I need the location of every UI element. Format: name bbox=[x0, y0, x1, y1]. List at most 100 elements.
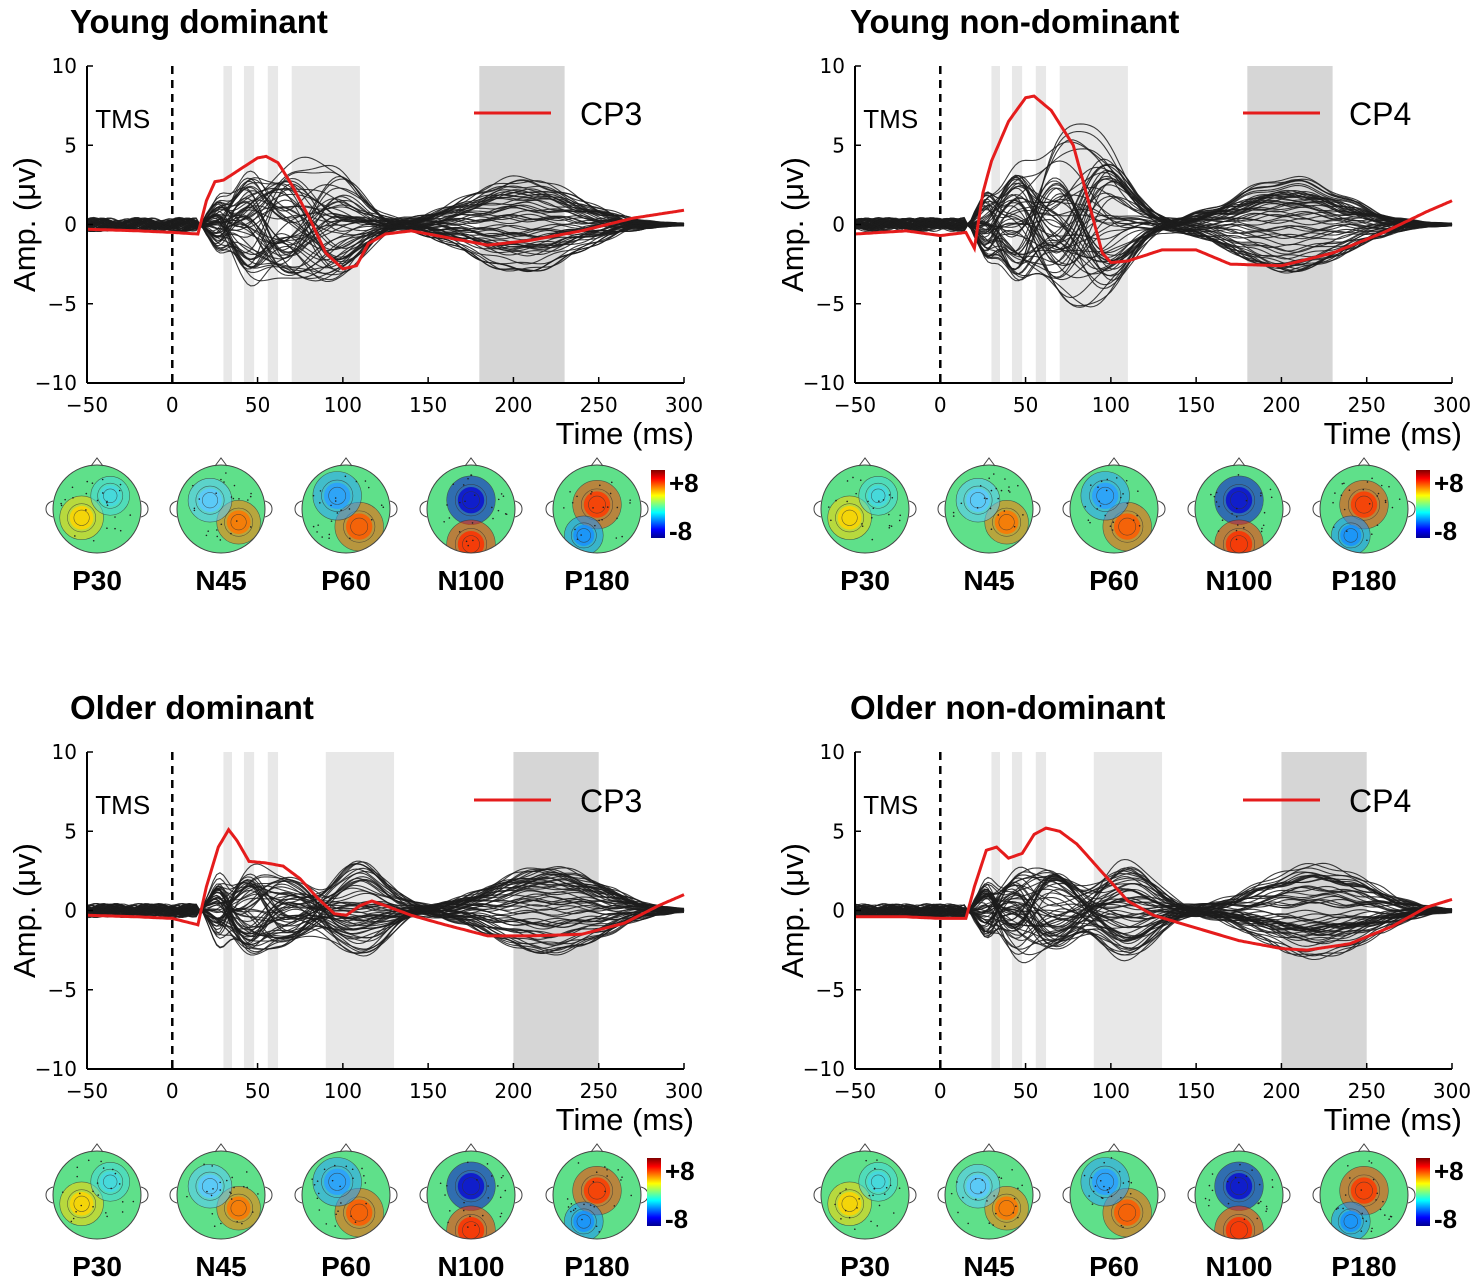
colorbar-min-label: -8 bbox=[669, 516, 692, 546]
electrode-dot bbox=[1122, 493, 1124, 495]
electrode-dot bbox=[245, 1171, 248, 1173]
topo-blob bbox=[867, 1171, 889, 1193]
electrode-dot bbox=[1211, 1173, 1214, 1175]
electrode-dot bbox=[1015, 1205, 1017, 1208]
topo-contour bbox=[865, 482, 892, 509]
topo-blob bbox=[583, 491, 611, 518]
channel-trace bbox=[86, 178, 684, 259]
right-ear bbox=[1282, 500, 1291, 518]
topoplot-label: P60 bbox=[321, 565, 371, 596]
electrode-dot bbox=[352, 1177, 354, 1180]
channel-trace bbox=[854, 875, 1453, 950]
electrode-dot bbox=[1208, 1184, 1211, 1187]
nose bbox=[464, 457, 478, 467]
topoplot-n100: N100 bbox=[1187, 1143, 1291, 1282]
topo-contour bbox=[97, 1168, 124, 1195]
electrode-dot bbox=[1388, 1218, 1390, 1221]
electrode-dot bbox=[229, 1191, 231, 1194]
y-tick-label: −5 bbox=[816, 978, 845, 1002]
electrode-dot bbox=[316, 531, 318, 533]
y-tick-label: 0 bbox=[832, 899, 845, 923]
electrode-dot bbox=[606, 1168, 608, 1171]
chart-title: Young non-dominant bbox=[850, 3, 1179, 40]
nose bbox=[1107, 457, 1121, 467]
topo-contour bbox=[984, 500, 1029, 545]
topo-contour bbox=[992, 507, 1022, 537]
electrode-dot bbox=[574, 528, 576, 531]
topo-blob bbox=[457, 531, 485, 553]
channel-trace bbox=[86, 197, 685, 254]
nose bbox=[858, 457, 872, 467]
tms-label: TMS bbox=[863, 790, 918, 820]
head-outline bbox=[820, 1150, 910, 1240]
electrode-dot bbox=[1013, 525, 1016, 528]
right-ear bbox=[140, 1186, 149, 1204]
electrode-dot bbox=[1089, 521, 1091, 524]
topo-contour bbox=[827, 1181, 872, 1226]
electrode-dot bbox=[1235, 507, 1238, 510]
topo-contour bbox=[580, 1174, 614, 1207]
electrode-dot bbox=[952, 515, 955, 517]
electrode-dot bbox=[1361, 1212, 1364, 1215]
right-ear bbox=[140, 500, 149, 518]
electrode-dot bbox=[1260, 494, 1262, 497]
topo-contour bbox=[216, 500, 261, 545]
electrode-dot bbox=[1211, 1189, 1214, 1192]
electrode-dot bbox=[247, 499, 249, 501]
electrode-dot bbox=[975, 1198, 977, 1201]
topoplot-label: P180 bbox=[1331, 1251, 1396, 1282]
electrode-dot bbox=[992, 473, 995, 475]
electrode-dot bbox=[870, 1220, 872, 1223]
electrode-dot bbox=[500, 1176, 503, 1179]
topoplot-label: P180 bbox=[564, 565, 629, 596]
electrode-dot bbox=[899, 514, 902, 517]
topoplot-label: P60 bbox=[1089, 565, 1139, 596]
electrode-dot bbox=[502, 1174, 504, 1177]
electrode-dot bbox=[1022, 514, 1024, 516]
electrode-dot bbox=[241, 1222, 243, 1225]
nose bbox=[1357, 1143, 1371, 1153]
electrode-dot bbox=[1110, 1195, 1113, 1198]
colorbar bbox=[1416, 470, 1430, 538]
topo-contour bbox=[201, 1178, 219, 1195]
head-outline bbox=[944, 464, 1034, 554]
electrode-dot bbox=[311, 1178, 314, 1180]
topo-blob bbox=[1225, 1217, 1253, 1239]
electrode-dot bbox=[872, 1194, 874, 1197]
x-tick-label: 50 bbox=[245, 393, 270, 417]
electrode-dot bbox=[1132, 519, 1135, 522]
electrode-dot bbox=[349, 537, 351, 540]
electrode-dot bbox=[1109, 525, 1112, 528]
right-ear bbox=[264, 1186, 273, 1204]
colorbar-max-label: +8 bbox=[1434, 468, 1464, 498]
electrode-dot bbox=[898, 519, 901, 522]
electrode-dot bbox=[995, 1212, 997, 1215]
channel-trace bbox=[854, 193, 1453, 270]
topo-contour bbox=[328, 486, 347, 505]
electrode-dot bbox=[882, 499, 885, 501]
legend-label: CP3 bbox=[580, 783, 642, 819]
electrode-dot bbox=[967, 1222, 969, 1225]
electrode-dot bbox=[1092, 1190, 1095, 1193]
topo-blob bbox=[994, 510, 1019, 535]
electrode-dot bbox=[835, 499, 837, 502]
electrode-dot bbox=[983, 497, 986, 499]
topo-blob bbox=[69, 1191, 94, 1216]
x-tick-label: 0 bbox=[934, 393, 947, 417]
electrode-dot bbox=[220, 478, 222, 481]
electrode-dot bbox=[1004, 478, 1006, 480]
electrode-dot bbox=[890, 525, 893, 527]
electrode-dot bbox=[861, 525, 864, 527]
electrode-dot bbox=[106, 504, 109, 506]
electrode-dot bbox=[345, 1165, 348, 1168]
left-ear bbox=[419, 1186, 428, 1204]
right-ear bbox=[514, 1186, 523, 1204]
electrode-dot bbox=[1215, 491, 1218, 494]
electrode-dot bbox=[1103, 1185, 1105, 1188]
y-tick-label: −10 bbox=[35, 371, 77, 395]
electrode-dot bbox=[581, 1218, 583, 1221]
electrode-dot bbox=[613, 1205, 616, 1207]
electrode-dot bbox=[340, 1202, 342, 1204]
topo-contour bbox=[1080, 1157, 1130, 1207]
electrode-dot bbox=[85, 509, 87, 511]
